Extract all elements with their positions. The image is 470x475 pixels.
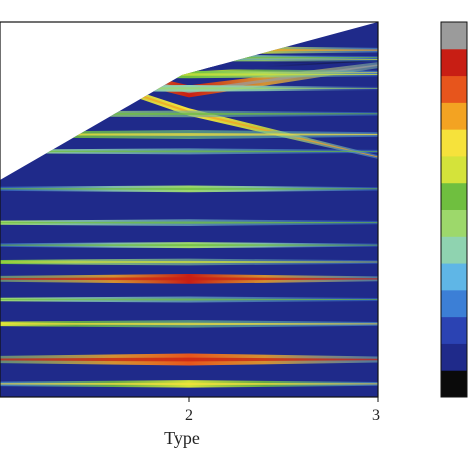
- heatmap-band-core-3: [0, 47, 378, 70]
- heatmap-band-core-20: [0, 382, 378, 386]
- heatmap-band-core-14: [0, 244, 378, 247]
- colorbar-segment-12: [441, 48, 467, 77]
- heatmap-band-core-19: [0, 357, 378, 362]
- colorbar-segment-7: [441, 182, 467, 210]
- colorbar-segment-8: [441, 155, 467, 184]
- colorbar-segment-5: [441, 236, 467, 264]
- plot-area: [0, 22, 378, 397]
- heatmap-band-core-18: [0, 322, 378, 326]
- heatmap-band-core-17: [0, 298, 378, 301]
- x-tick-label-0: 2: [185, 407, 193, 424]
- colorbar-segment-3: [441, 289, 467, 318]
- colorbar-frame: [440, 21, 468, 398]
- colorbar-segment-1: [441, 343, 467, 371]
- colorbar-segment-9: [441, 129, 467, 157]
- x-axis-label: Type: [164, 428, 200, 448]
- colorbar: [440, 21, 468, 398]
- colorbar-segment-0: [441, 370, 467, 398]
- heatmap-band-3: [0, 46, 378, 72]
- heatmap-band-core-13: [0, 221, 378, 224]
- colorbar-segment-13: [441, 22, 467, 50]
- colorbar-segment-4: [441, 263, 467, 291]
- heatmap-band-core-12: [0, 187, 378, 190]
- heatmap-band-core-10: [0, 133, 378, 136]
- colorbar-segment-11: [441, 75, 467, 103]
- heatmap-band-core-11: [0, 150, 378, 153]
- colorbar-segment-2: [441, 316, 467, 344]
- colorbar-segment-10: [441, 102, 467, 130]
- heatmap-band-core-16: [0, 277, 378, 281]
- x-tick-label-1: 3: [372, 407, 380, 424]
- colorbar-segment-6: [441, 209, 467, 237]
- heatmap-band-core-15: [0, 260, 378, 264]
